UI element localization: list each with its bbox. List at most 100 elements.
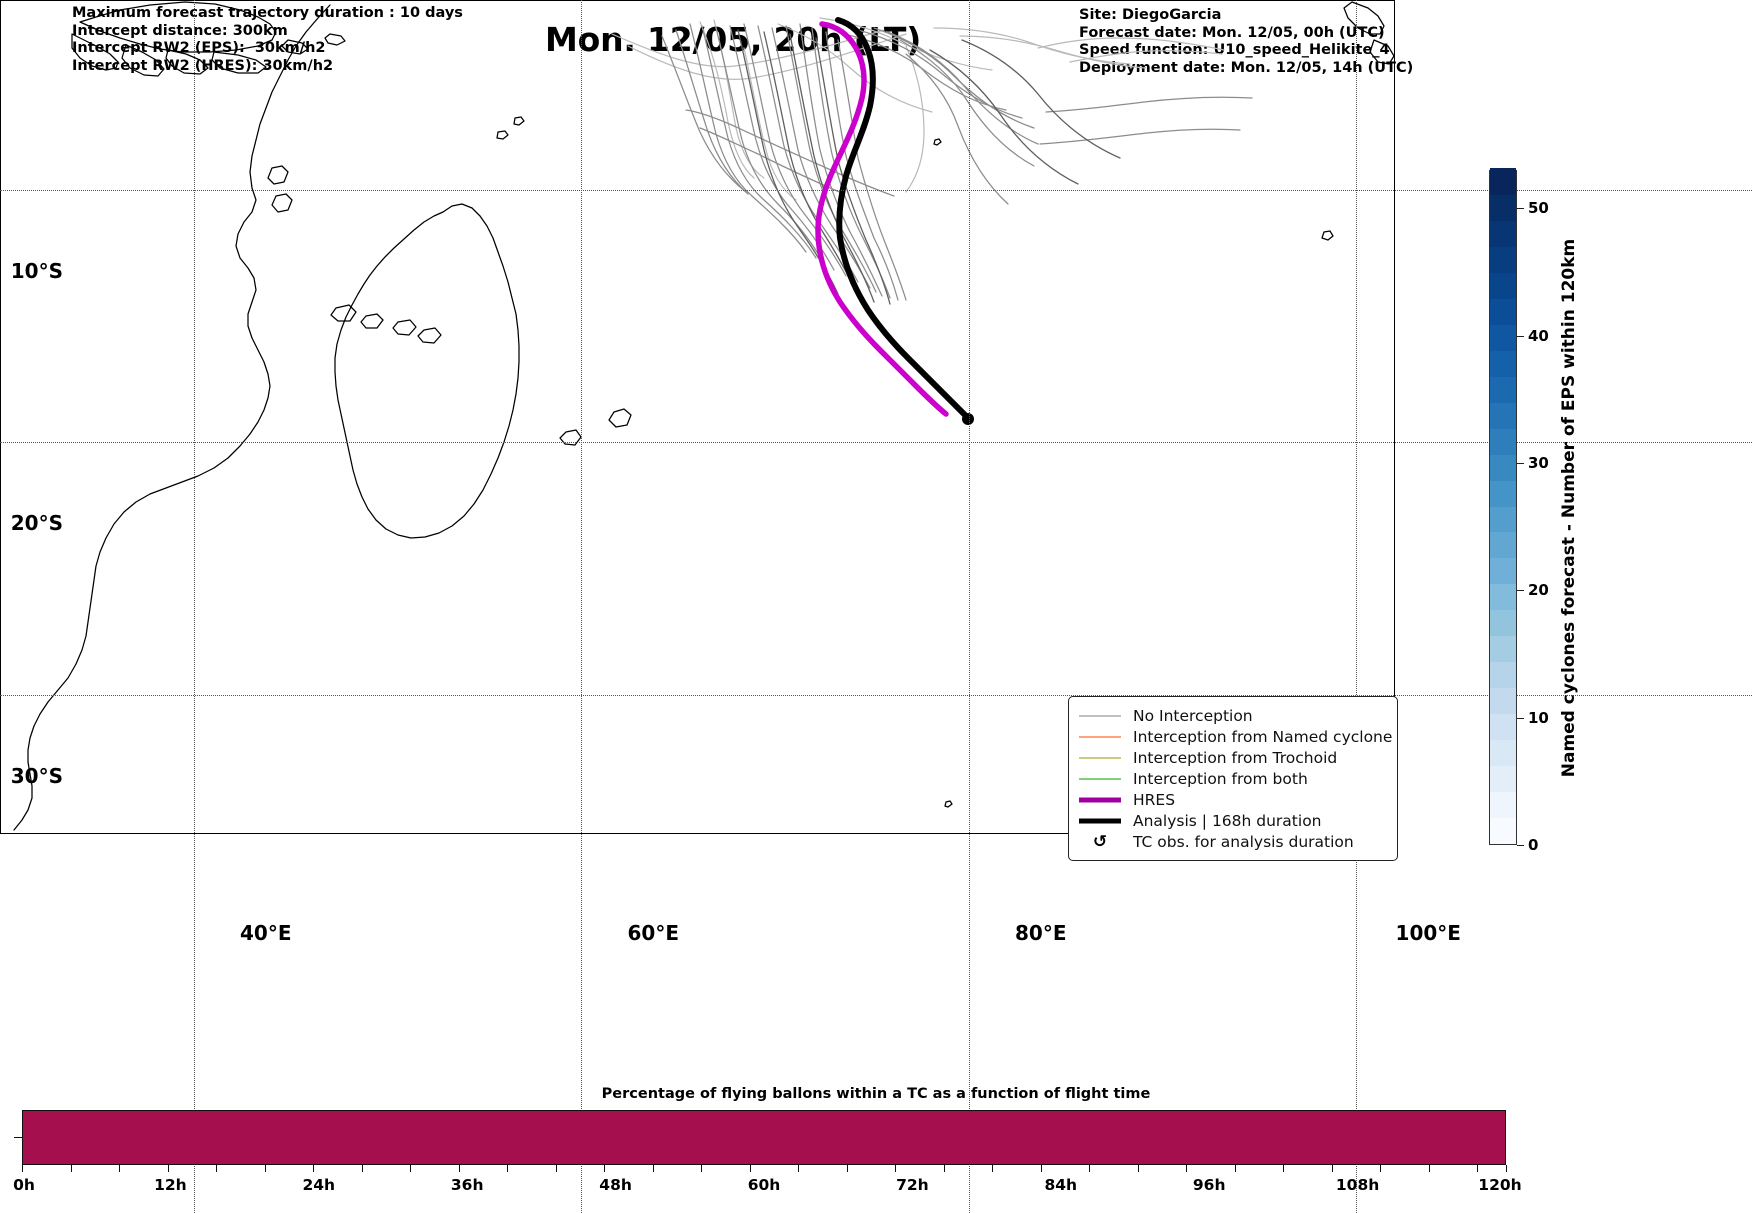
pct-tick-label-48h: 48h — [599, 1176, 632, 1194]
colorbar-segment — [1490, 609, 1516, 637]
legend-item-both[interactable]: Interception from both — [1077, 768, 1387, 789]
legend-label: Interception from Named cyclone — [1133, 727, 1393, 746]
legend-label: TC obs. for analysis duration — [1133, 832, 1354, 851]
colorbar-segment — [1490, 479, 1516, 507]
percentage-bar-axes[interactable] — [22, 1110, 1506, 1165]
colorbar[interactable]: 0 10 20 30 40 50 — [1489, 168, 1549, 854]
pct-tick — [1380, 1165, 1381, 1172]
pct-tick — [701, 1165, 702, 1172]
pct-tick-label-108h: 108h — [1335, 1176, 1380, 1194]
legend-item-trochoid[interactable]: Interception from Trochoid — [1077, 747, 1387, 768]
pct-tick-label-12h: 12h — [154, 1176, 187, 1194]
colorbar-segment — [1490, 791, 1516, 819]
colorbar-segment — [1490, 583, 1516, 611]
colorbar-tick-label-50: 50 — [1528, 199, 1549, 218]
colorbar-tick — [1517, 335, 1524, 337]
pct-tick-label-0h: 0h — [13, 1176, 35, 1194]
colorbar-segment — [1490, 531, 1516, 559]
gridline-lat-30S — [0, 694, 1752, 696]
legend-item-analysis[interactable]: Analysis | 168h duration — [1077, 810, 1387, 831]
pct-tick — [119, 1165, 120, 1172]
colorbar-segment — [1490, 557, 1516, 585]
legend-item-tc-obs[interactable]: ↺ TC obs. for analysis duration — [1092, 831, 1354, 852]
colorbar-segment — [1490, 272, 1516, 299]
legend-item-no-interception[interactable]: No Interception — [1077, 705, 1387, 726]
colorbar-tick-label-0: 0 — [1528, 836, 1539, 854]
pct-tick-label-60h: 60h — [747, 1176, 781, 1194]
colorbar-segment — [1490, 739, 1516, 767]
pct-tick-label-72h: 72h — [896, 1176, 929, 1194]
colorbar-tick-label-30: 30 — [1528, 453, 1549, 472]
percentage-bar-title: Percentage of flying ballons within a TC… — [601, 1086, 1151, 1102]
pct-tick — [1137, 1165, 1139, 1172]
pct-tick — [313, 1165, 314, 1172]
colorbar-tick — [1517, 462, 1524, 464]
legend-label: HRES — [1133, 790, 1176, 809]
pct-tick — [1234, 1165, 1236, 1172]
colorbar-segment — [1490, 194, 1516, 221]
pct-tick — [846, 1165, 848, 1172]
pct-tick — [1428, 1165, 1430, 1172]
colorbar-tick — [1517, 717, 1524, 719]
colorbar-title-text: Named cyclones forecast - Number of EPS … — [1559, 238, 1579, 777]
colorbar-segment — [1490, 687, 1516, 715]
pct-tick — [895, 1165, 896, 1172]
colorbar-axis-label: Named cyclones forecast - Number of EPS … — [1556, 170, 1582, 845]
legend-line-icon — [1077, 793, 1123, 807]
gridline-lat-10S — [0, 189, 1752, 191]
pct-tick — [992, 1165, 993, 1172]
pct-tick — [22, 1165, 23, 1172]
pct-tick — [1477, 1165, 1478, 1172]
legend-label: Interception from Trochoid — [1133, 748, 1338, 767]
colorbar-tick — [1517, 208, 1524, 210]
colorbar-segment — [1490, 220, 1516, 247]
legend-item-named-cyclone[interactable]: Interception from Named cyclone — [1077, 726, 1392, 747]
pct-tick-label-24h: 24h — [302, 1176, 336, 1194]
pct-tick — [798, 1165, 799, 1172]
colorbar-tick-label-10: 10 — [1528, 708, 1549, 727]
gridline-lon-100 — [1356, 0, 1358, 1213]
pct-tick — [167, 1165, 169, 1172]
colorbar-segment — [1490, 298, 1516, 325]
pct-tick — [458, 1165, 460, 1172]
legend-label: No Interception — [1133, 706, 1253, 725]
colorbar-segment — [1490, 350, 1516, 377]
pct-tick — [264, 1165, 266, 1172]
pct-tick — [943, 1165, 945, 1172]
pct-tick — [1040, 1165, 1042, 1172]
percentage-bar-fill — [23, 1111, 1505, 1164]
legend-line-icon — [1077, 772, 1123, 786]
colorbar-tick — [1517, 590, 1524, 592]
pct-tick — [361, 1165, 363, 1172]
percentage-bar-ytick — [14, 1137, 22, 1138]
legend-item-hres[interactable]: HRES — [1077, 789, 1387, 810]
gridline-lon-60 — [581, 0, 583, 1213]
gridline-lat-20S — [0, 442, 1752, 444]
pct-tick-label-120h: 120h — [1478, 1176, 1522, 1194]
pct-tick — [1089, 1165, 1090, 1172]
colorbar-tick-label-40: 40 — [1528, 326, 1549, 345]
legend-label: Interception from both — [1133, 769, 1308, 788]
legend-line-icon — [1077, 751, 1123, 765]
colorbar-tick-label-20: 20 — [1528, 581, 1549, 600]
colorbar-segment — [1490, 661, 1516, 689]
xtick-label-40E: 40°E — [240, 921, 292, 945]
map-legend[interactable]: No Interception Interception from Named … — [1068, 696, 1398, 861]
pct-tick — [70, 1165, 72, 1172]
legend-label: Analysis | 168h duration — [1133, 811, 1322, 830]
colorbar-segment — [1490, 635, 1516, 663]
colorbar-segment — [1490, 454, 1516, 481]
colorbar-segment — [1490, 428, 1516, 455]
colorbar-gradient — [1489, 168, 1517, 845]
pct-tick-label-96h: 96h — [1192, 1176, 1226, 1194]
colorbar-segment — [1490, 376, 1516, 403]
pct-tick — [1283, 1165, 1284, 1172]
gridline-lon-80 — [968, 0, 970, 1213]
xtick-label-100E: 100°E — [1395, 921, 1461, 945]
pct-tick — [216, 1165, 217, 1172]
ytick-label-30S: 30°S — [10, 763, 63, 788]
ytick-label-10S: 10°S — [10, 258, 63, 283]
header-right-metadata: Site: DiegoGarcia Forecast date: Mon. 12… — [1079, 7, 1414, 76]
